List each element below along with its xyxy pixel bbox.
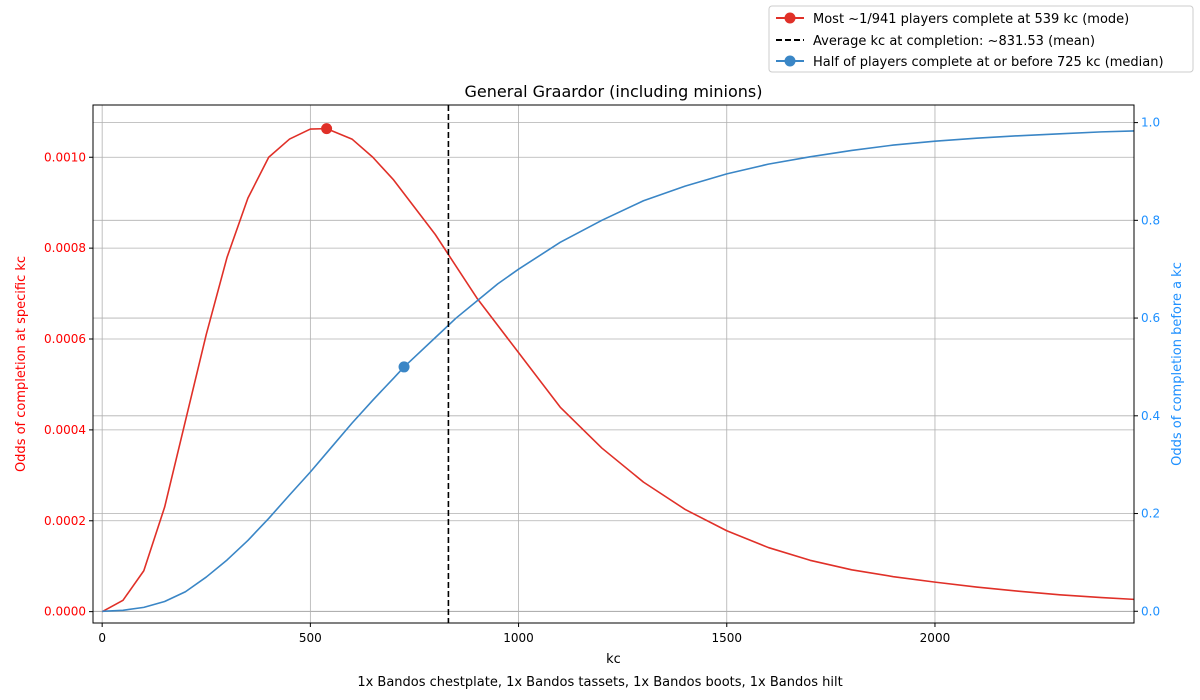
left-tick-label: 0.0002 bbox=[44, 514, 86, 528]
marker-layer bbox=[321, 123, 410, 373]
left-tick-label: 0.0004 bbox=[44, 423, 86, 437]
x-tick-label: 1500 bbox=[711, 631, 742, 645]
caption: 1x Bandos chestplate, 1x Bandos tassets,… bbox=[357, 675, 842, 690]
pmf-line bbox=[101, 127, 1135, 613]
x-axis-ticks: 0 500 1000 1500 2000 bbox=[98, 623, 950, 645]
x-tick-label: 500 bbox=[299, 631, 322, 645]
series-layer bbox=[101, 105, 1135, 623]
right-tick-label: 0.6 bbox=[1141, 311, 1160, 325]
legend-mean-label: Average kc at completion: ~831.53 (mean) bbox=[813, 34, 1095, 49]
median-marker bbox=[398, 361, 410, 373]
left-tick-label: 0.0006 bbox=[44, 332, 86, 346]
cdf-line bbox=[102, 130, 1135, 613]
legend-mode-label: Most ~1/941 players complete at 539 kc (… bbox=[813, 12, 1129, 27]
left-tick-label: 0.0000 bbox=[44, 605, 86, 619]
plot-frame bbox=[92, 104, 1135, 624]
legend: Most ~1/941 players complete at 539 kc (… bbox=[768, 5, 1194, 73]
left-tick-label: 0.0010 bbox=[44, 150, 86, 164]
grid-lines bbox=[93, 105, 1134, 623]
right-tick-label: 0.0 bbox=[1141, 604, 1160, 618]
left-axis-ticks: 0.0000 0.0002 0.0004 0.0006 0.0008 0.0010 bbox=[44, 150, 93, 619]
right-axis-ticks: 0.0 0.2 0.4 0.6 0.8 1.0 bbox=[1134, 116, 1160, 618]
legend-median-marker bbox=[784, 55, 796, 67]
left-tick-label: 0.0008 bbox=[44, 241, 86, 255]
left-axis-label: Odds of completion at specific kc bbox=[14, 256, 29, 472]
x-axis-label: kc bbox=[606, 652, 621, 667]
legend-mode-marker bbox=[784, 12, 796, 24]
legend-box bbox=[768, 5, 1194, 73]
legend-median-label: Half of players complete at or before 72… bbox=[813, 55, 1164, 70]
x-tick-label: 1000 bbox=[503, 631, 534, 645]
right-axis-label: Odds of completion before a kc bbox=[1170, 262, 1185, 466]
right-tick-label: 1.0 bbox=[1141, 116, 1160, 130]
right-tick-label: 0.4 bbox=[1141, 409, 1160, 423]
chart-title: General Graardor (including minions) bbox=[465, 82, 763, 101]
x-tick-label: 0 bbox=[98, 631, 106, 645]
right-tick-label: 0.2 bbox=[1141, 507, 1160, 521]
mode-marker bbox=[321, 123, 333, 135]
right-tick-label: 0.8 bbox=[1141, 213, 1160, 227]
x-tick-label: 2000 bbox=[920, 631, 951, 645]
